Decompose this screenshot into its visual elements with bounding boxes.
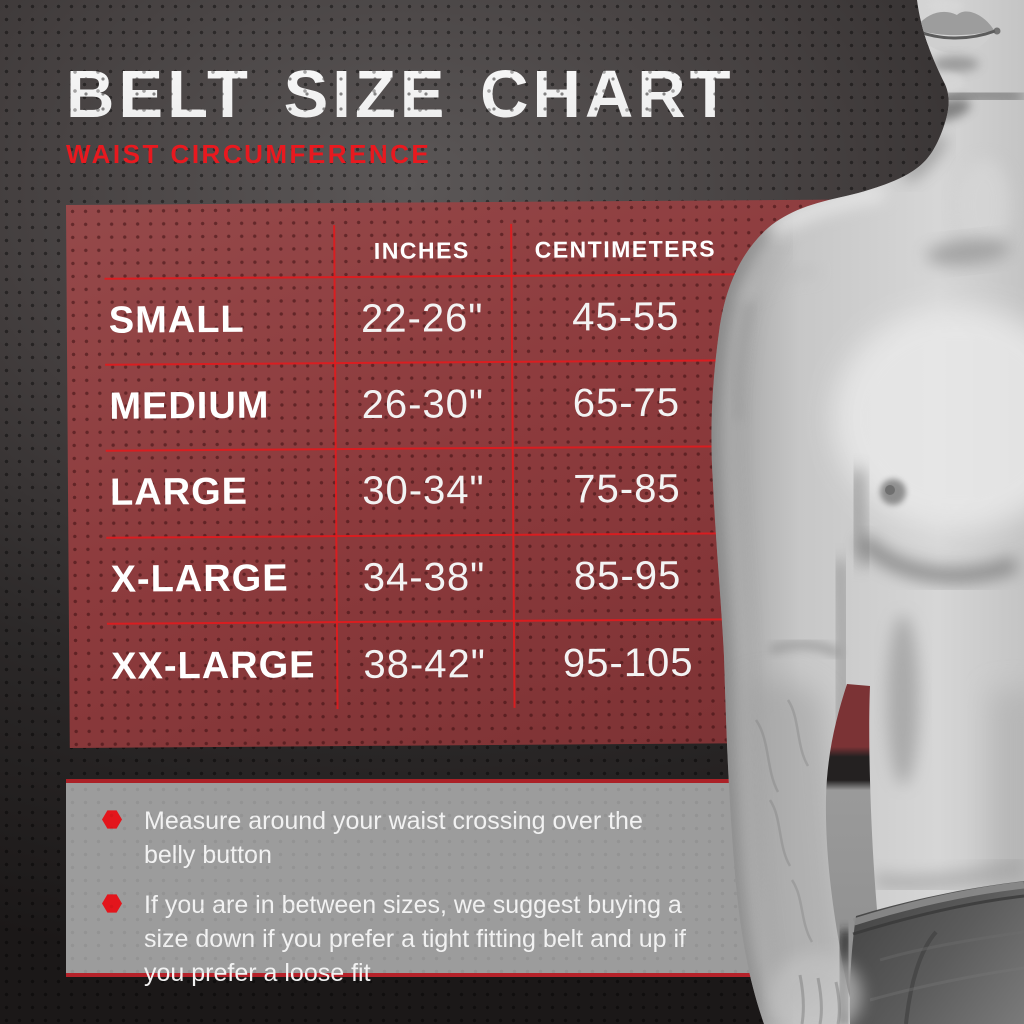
table-row-small: SMALL 22-26" 45-55 — [67, 273, 742, 364]
centimeters-value: 45-55 — [571, 294, 680, 339]
size-name: XX-LARGE — [111, 643, 316, 688]
column-header-centimeters: CENTIMETERS — [534, 235, 717, 263]
column-header-size — [66, 203, 334, 278]
inches-value: 34-38" — [362, 554, 486, 600]
size-name: LARGE — [109, 470, 249, 514]
note-item: If you are in between sizes, we suggest … — [102, 888, 689, 990]
column-header-inches: INCHES — [373, 237, 470, 264]
table-row-medium: MEDIUM 26-30" 65-75 — [67, 359, 742, 450]
note-item: Measure around your waist crossing over … — [102, 804, 689, 872]
inches-value: 26-30" — [361, 381, 485, 427]
table-row-xx-large: XX-LARGE 38-42" 95-105 — [69, 618, 744, 711]
centimeters-value: 65-75 — [572, 380, 681, 425]
table-row-large: LARGE 30-34" 75-85 — [68, 445, 743, 537]
centimeters-value: 75-85 — [573, 466, 681, 512]
inches-value: 30-34" — [362, 468, 485, 513]
note-text: If you are in between sizes, we suggest … — [144, 891, 686, 987]
size-name: MEDIUM — [109, 384, 270, 428]
hexagon-bullet-icon — [102, 810, 122, 829]
centimeters-value: 95-105 — [562, 640, 694, 686]
note-text: Measure around your waist crossing over … — [144, 807, 643, 869]
centimeters-value: 85-95 — [573, 553, 682, 598]
inches-value: 38-42" — [363, 641, 487, 687]
size-name: X-LARGE — [110, 556, 289, 601]
measurement-notes-box: Measure around your waist crossing over … — [66, 779, 880, 987]
table-row-x-large: X-LARGE 34-38" 85-95 — [68, 532, 743, 623]
page-title: BELT SIZE CHART — [66, 57, 735, 132]
note-list: Measure around your waist crossing over … — [102, 804, 689, 990]
size-name: SMALL — [108, 298, 245, 342]
table-header-row: INCHES CENTIMETERS — [66, 200, 740, 278]
size-table-panel: INCHES CENTIMETERS SMALL 22-26" 45-55 ME… — [66, 199, 914, 748]
header: BELT SIZE CHART WAIST CIRCUMFERENCE — [66, 60, 735, 170]
page-subtitle: WAIST CIRCUMFERENCE — [66, 139, 432, 170]
hexagon-bullet-icon — [102, 894, 122, 913]
inches-value: 22-26" — [360, 295, 484, 341]
